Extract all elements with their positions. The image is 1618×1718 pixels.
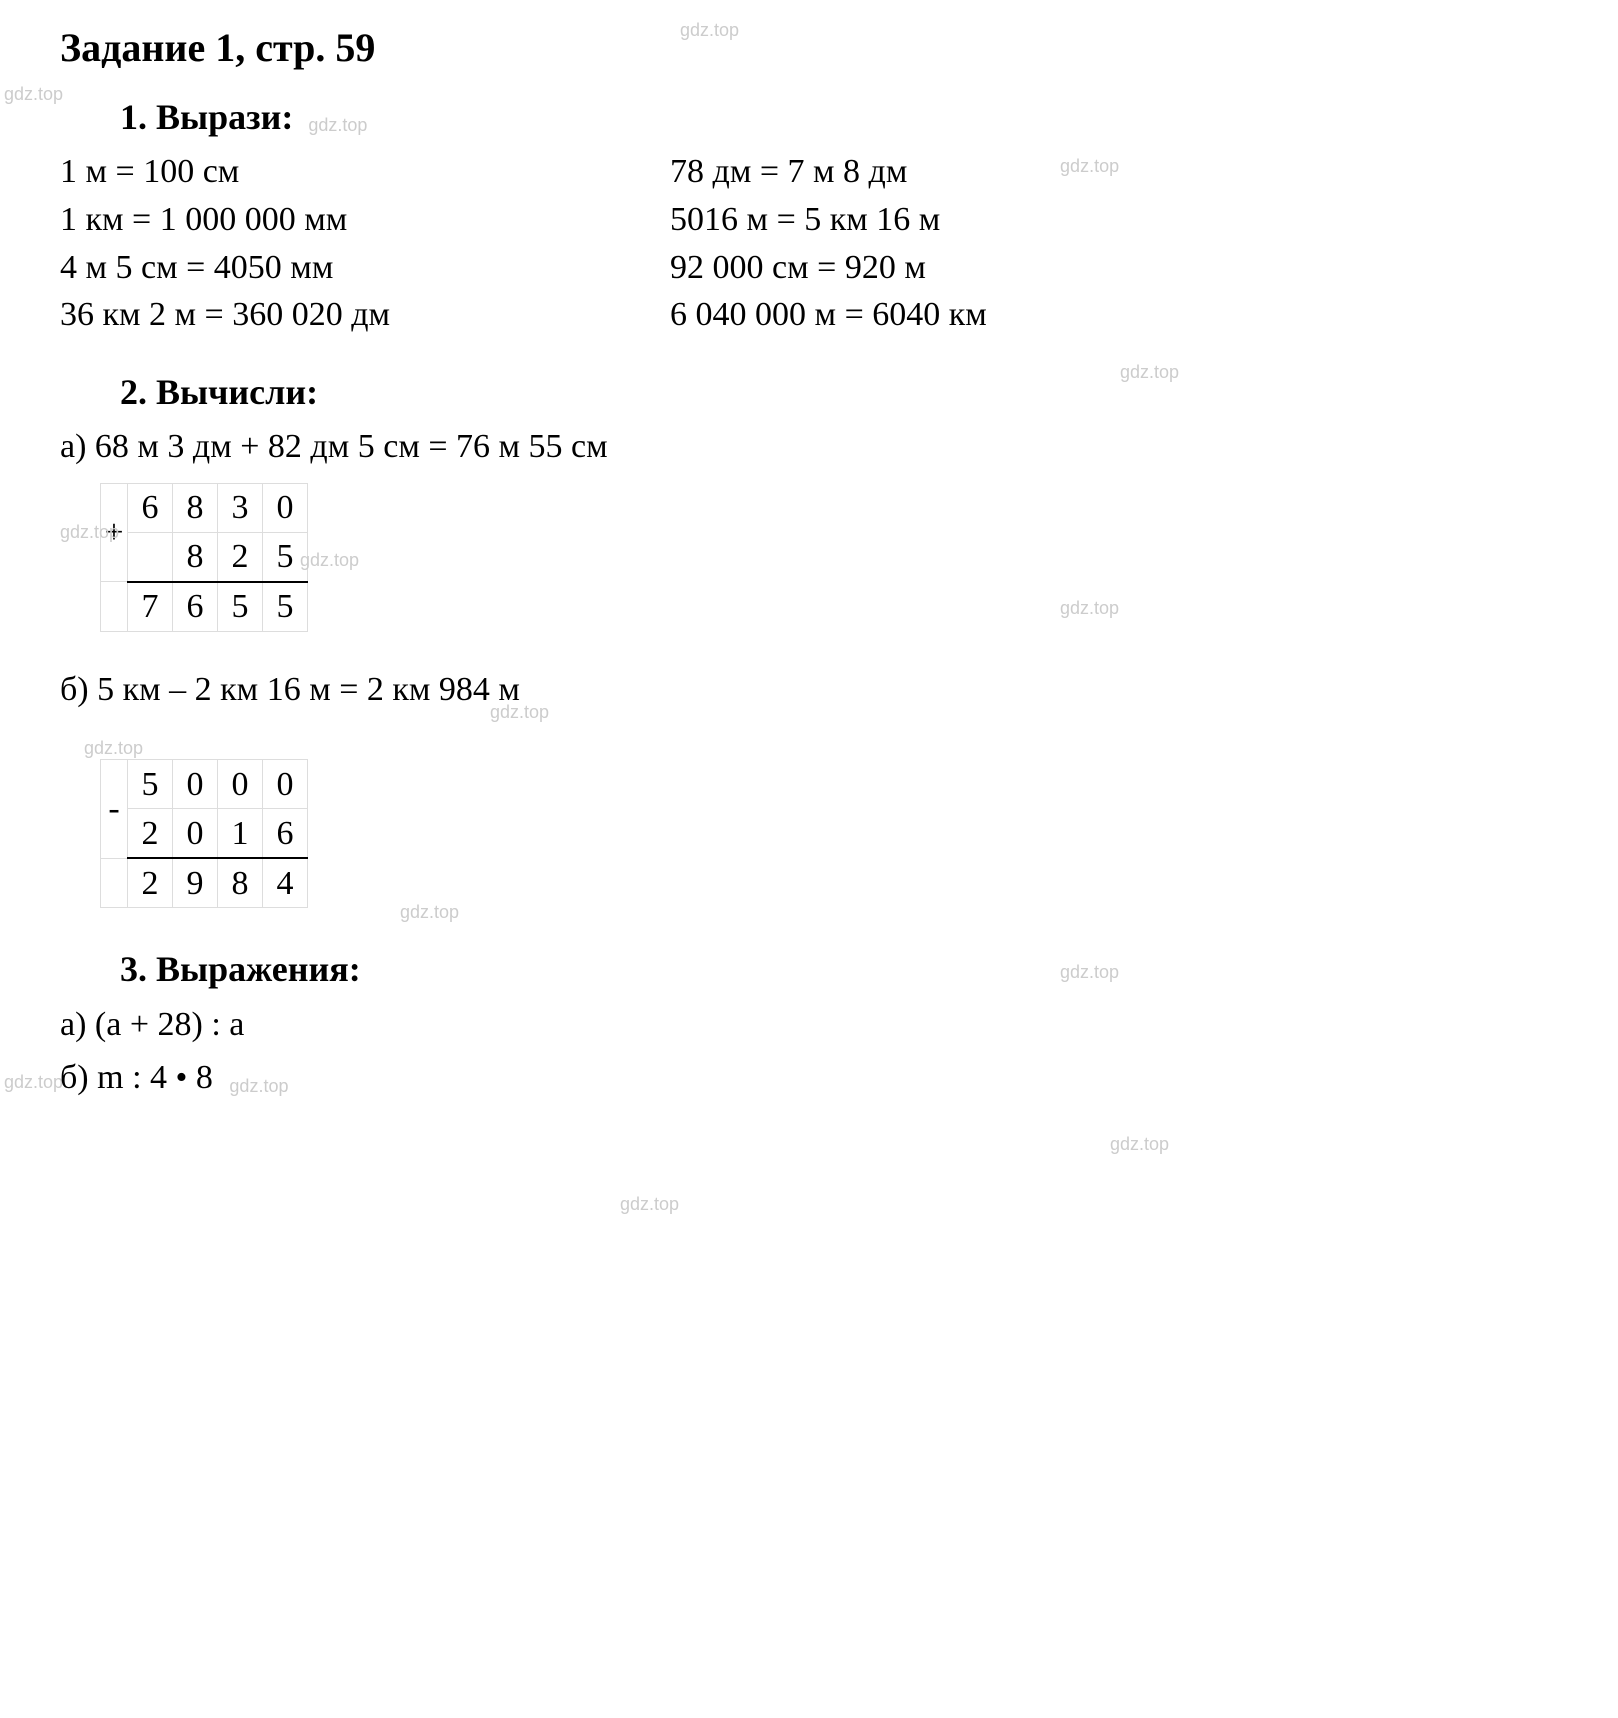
expr-line: 4 м 5 см = 4050 мм [60, 244, 390, 292]
arith-cell: 5 [128, 760, 173, 809]
watermark: gdz.top [1060, 960, 1119, 985]
sec3-b-wrap: б) m : 4 • 8 gdz.top [60, 1054, 1558, 1102]
arith-cell: 0 [263, 483, 308, 532]
section1-label: 1. Вырази: [120, 97, 293, 137]
arith-cell: 8 [173, 532, 218, 582]
watermark: gdz.top [1060, 596, 1119, 621]
arith-cell: 1 [218, 809, 263, 859]
page-title: Задание 1, стр. 59 [60, 20, 1558, 76]
arith-cell: 5 [218, 582, 263, 632]
arith-cell: 2 [128, 809, 173, 859]
arith-cell [128, 532, 173, 582]
watermark: gdz.top [84, 736, 143, 761]
arith-cell: 0 [263, 760, 308, 809]
expr-line: 6 040 000 м = 6040 км [670, 291, 987, 339]
arith-cell: 6 [263, 809, 308, 859]
section1-columns: 1 м = 100 см 1 км = 1 000 000 мм 4 м 5 с… [60, 148, 1558, 338]
arith-cell: 2 [128, 858, 173, 908]
arith-cell: 2 [218, 532, 263, 582]
watermark: gdz.top [1060, 154, 1119, 179]
watermark: gdz.top [680, 18, 739, 43]
section1-left-col: 1 м = 100 см 1 км = 1 000 000 мм 4 м 5 с… [60, 148, 390, 338]
expr-line: 36 км 2 м = 360 020 дм [60, 291, 390, 339]
arith-cell: 5 [263, 582, 308, 632]
expr-text: 78 дм = 7 м 8 дм [670, 153, 907, 190]
arith-cell: 7 [128, 582, 173, 632]
arith-cell: 9 [173, 858, 218, 908]
arith-cell: 4 [263, 858, 308, 908]
watermark: gdz.top [490, 700, 549, 725]
expr-line: 5016 м = 5 км 16 м [670, 196, 987, 244]
sec3-b: б) m : 4 • 8 [60, 1059, 213, 1096]
arith-table-b: - 5 0 0 0 2 0 1 6 2 9 8 4 [100, 759, 308, 908]
watermark: gdz.top [300, 548, 359, 573]
watermark: gdz.top [1110, 1132, 1169, 1157]
section1-title: 1. Вырази: gdz.top [60, 92, 1558, 142]
arith-cell: 6 [173, 582, 218, 632]
arith-cell: 0 [173, 809, 218, 859]
arith-blank [101, 858, 128, 908]
arith-cell: 0 [173, 760, 218, 809]
sec3-a: а) (a + 28) : a [60, 1001, 1558, 1049]
watermark: gdz.top [4, 82, 63, 107]
watermark: gdz.top [400, 900, 459, 925]
arith-table-a: + 6 8 3 0 8 2 5 7 6 5 5 [100, 483, 308, 632]
expr-line: 78 дм = 7 м 8 дм gdz.top [670, 148, 987, 196]
arith-cell: 8 [218, 858, 263, 908]
watermark: gdz.top [308, 115, 367, 135]
section3-title: 3. Выражения: [60, 944, 1558, 994]
section1-right-col: 78 дм = 7 м 8 дм gdz.top 5016 м = 5 км 1… [670, 148, 987, 338]
sec2-b: б) 5 км – 2 км 16 м = 2 км 984 м [60, 666, 1558, 714]
watermark: gdz.top [620, 1192, 679, 1217]
expr-line: 92 000 см = 920 м [670, 244, 987, 292]
sec2-a: а) 68 м 3 дм + 82 дм 5 см = 76 м 55 см [60, 423, 1558, 471]
expr-line: 1 км = 1 000 000 мм [60, 196, 390, 244]
arith-cell: 6 [128, 483, 173, 532]
section2-title: 2. Вычисли: [60, 367, 1558, 417]
expr-line: 1 м = 100 см [60, 148, 390, 196]
arith-sign: - [101, 760, 128, 859]
arith-blank [101, 582, 128, 632]
watermark: gdz.top [4, 1070, 63, 1095]
watermark: gdz.top [229, 1076, 288, 1096]
arith-cell: 8 [173, 483, 218, 532]
watermark: gdz.top [1120, 360, 1179, 385]
watermark: gdz.top [60, 520, 119, 545]
arith-cell: 0 [218, 760, 263, 809]
arith-cell: 3 [218, 483, 263, 532]
